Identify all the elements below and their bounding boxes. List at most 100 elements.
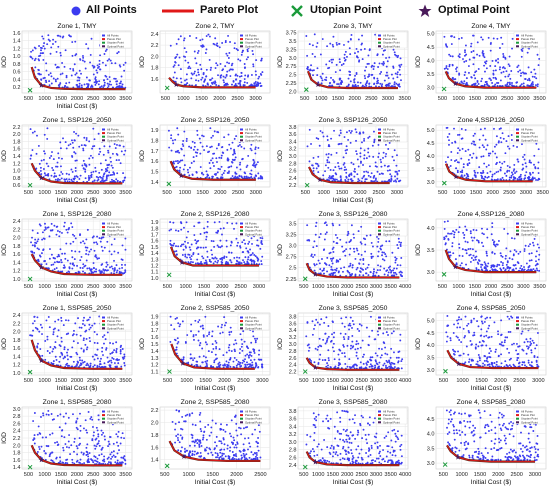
scatter-point xyxy=(89,61,92,64)
scatter-point xyxy=(515,342,518,345)
scatter-point xyxy=(306,344,309,347)
scatter-point xyxy=(518,345,521,348)
scatter-point xyxy=(85,329,88,332)
scatter-point xyxy=(521,50,524,52)
scatter-point xyxy=(59,82,62,85)
scatter-point xyxy=(339,238,342,241)
scatter-point xyxy=(71,334,74,337)
scatter-point xyxy=(385,240,388,243)
scatter-point xyxy=(523,178,526,180)
scatter-point xyxy=(199,166,202,168)
scatter-point xyxy=(499,47,501,49)
mini-legend-box xyxy=(513,31,546,49)
scatter-point xyxy=(482,340,485,343)
scatter-point xyxy=(323,238,326,241)
scatter-point xyxy=(451,242,454,244)
scatter-point xyxy=(466,164,469,167)
scatter-point xyxy=(75,159,78,162)
scatter-point xyxy=(173,71,176,74)
scatter-point xyxy=(233,47,236,50)
mini-legend-label: Pareto Plot xyxy=(521,225,535,229)
mini-legend-label: All Points xyxy=(245,316,257,320)
scatter-point xyxy=(464,150,467,153)
y-tick-label: 1.5 xyxy=(151,342,159,348)
scatter-point xyxy=(519,173,522,176)
scatter-point xyxy=(472,228,475,231)
scatter-point xyxy=(335,178,338,181)
subplot-title: Zone 4,SSP126_2080 xyxy=(458,211,525,218)
scatter-point xyxy=(350,274,353,277)
scatter-point xyxy=(113,77,116,80)
scatter-point xyxy=(464,361,467,364)
scatter-point xyxy=(205,356,207,359)
scatter-point xyxy=(33,59,36,62)
mini-legend-swatch xyxy=(102,320,105,323)
scatter-point xyxy=(83,324,86,327)
scatter-point xyxy=(332,45,335,48)
scatter-point xyxy=(238,363,241,366)
scatter-point xyxy=(455,262,458,265)
scatter-point xyxy=(201,76,204,79)
scatter-point xyxy=(381,258,384,261)
scatter-point xyxy=(34,326,37,329)
scatter-point xyxy=(355,268,358,271)
scatter-point xyxy=(357,253,360,255)
scatter-point xyxy=(254,366,257,369)
scatter-point xyxy=(376,354,379,357)
scatter-point xyxy=(44,228,47,230)
scatter-point xyxy=(246,250,249,253)
scatter-point xyxy=(332,35,335,38)
scatter-point xyxy=(241,49,244,52)
scatter-point xyxy=(394,72,397,75)
scatter-point xyxy=(205,262,208,265)
mini-legend-label: Pareto Plot xyxy=(245,225,259,229)
scatter-point xyxy=(109,342,112,344)
x-axis-label: Initial Cost ($) xyxy=(57,385,98,392)
mini-legend-swatch xyxy=(378,316,381,319)
scatter-point xyxy=(68,34,71,37)
scatter-point xyxy=(332,251,335,253)
scatter-point xyxy=(113,268,116,271)
subplot-title: Zone 4, TMY xyxy=(471,23,511,30)
scatter-point xyxy=(525,338,528,341)
scatter-point xyxy=(85,43,88,46)
scatter-point xyxy=(355,150,358,153)
scatter-point xyxy=(251,252,254,255)
scatter-point xyxy=(351,264,354,267)
y-tick-label: 2.0 xyxy=(151,54,159,60)
scatter-point xyxy=(192,148,195,151)
scatter-point xyxy=(384,346,387,349)
scatter-point xyxy=(367,147,370,150)
scatter-point xyxy=(449,254,452,257)
scatter-point xyxy=(208,331,211,334)
scatter-point xyxy=(345,175,348,178)
x-axis-label: Initial Cost ($) xyxy=(57,197,98,204)
scatter-point xyxy=(32,329,35,332)
scatter-point xyxy=(217,144,220,147)
scatter-point xyxy=(76,363,78,366)
y-tick-label: 4.0 xyxy=(427,59,435,65)
scatter-point xyxy=(501,85,504,87)
scatter-point xyxy=(56,165,59,168)
scatter-point xyxy=(377,255,379,258)
scatter-point xyxy=(222,227,225,230)
scatter-point xyxy=(500,362,503,365)
utopian-point xyxy=(443,368,448,374)
mini-legend-swatch xyxy=(102,229,105,232)
scatter-point xyxy=(489,152,492,155)
scatter-point xyxy=(31,131,34,134)
scatter-point xyxy=(54,341,57,344)
subplot-title: Zone 2, TMY xyxy=(195,23,235,30)
scatter-point xyxy=(73,175,76,178)
scatter-point xyxy=(341,245,344,248)
scatter-point xyxy=(233,137,236,140)
scatter-point xyxy=(331,176,333,179)
scatter-point xyxy=(210,136,213,139)
scatter-point xyxy=(223,84,226,87)
scatter-point xyxy=(457,231,460,234)
scatter-point xyxy=(373,77,376,80)
scatter-point xyxy=(206,334,209,337)
scatter-point xyxy=(233,343,235,346)
